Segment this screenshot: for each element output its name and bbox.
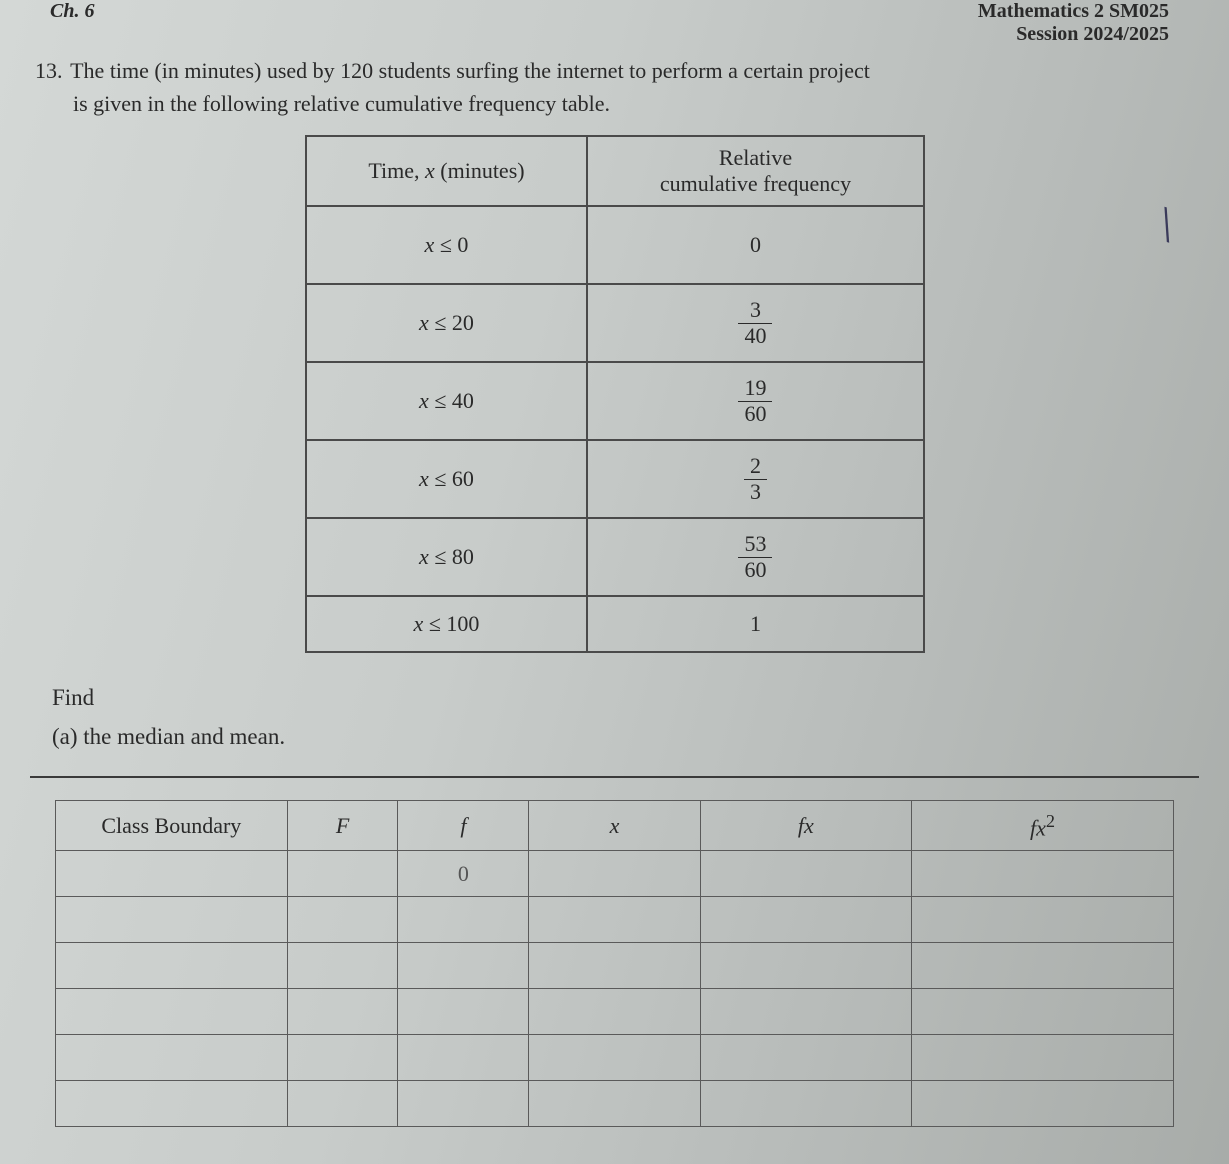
table-row — [56, 1081, 1174, 1127]
header-rel-line2: cumulative frequency — [660, 171, 851, 196]
table-row — [56, 1035, 1174, 1081]
freq-value-cell: 1960 — [587, 362, 923, 440]
find-part-a: (a) the median and mean. — [52, 717, 1199, 756]
course-code: Mathematics 2 SM025 — [978, 0, 1169, 23]
find-label: Find — [52, 678, 1199, 717]
handwritten-zero: 0 — [458, 861, 469, 886]
freq-time-cell: x ≤ 40 — [306, 362, 588, 440]
freq-time-cell: x ≤ 80 — [306, 518, 588, 596]
frequency-table: Time, x (minutes) Relative cumulative fr… — [305, 135, 925, 653]
table-row — [56, 943, 1174, 989]
question-line1: The time (in minutes) used by 120 studen… — [70, 58, 870, 83]
calculation-table: Class Boundary F f x fx fx2 0 — [55, 800, 1174, 1127]
session-label: Session 2024/2025 — [978, 23, 1169, 46]
freq-time-cell: x ≤ 0 — [306, 206, 588, 284]
question-text: 13. The time (in minutes) used by 120 st… — [30, 54, 1199, 120]
calc-header-fx2: fx2 — [912, 801, 1174, 851]
freq-header-relative: Relative cumulative frequency — [587, 136, 923, 206]
calc-header-boundary: Class Boundary — [56, 801, 288, 851]
calc-header-F: F — [287, 801, 398, 851]
freq-time-cell: x ≤ 100 — [306, 596, 588, 652]
freq-value-cell: 0 — [587, 206, 923, 284]
calc-header-fx: fx — [700, 801, 912, 851]
table-row — [56, 989, 1174, 1035]
freq-value-cell: 340 — [587, 284, 923, 362]
chapter-label: Ch. 6 — [30, 0, 94, 46]
calc-header-f: f — [398, 801, 529, 851]
calc-header-x: x — [529, 801, 700, 851]
freq-time-cell: x ≤ 20 — [306, 284, 588, 362]
freq-value-cell: 23 — [587, 440, 923, 518]
question-number: 13. — [35, 54, 65, 87]
header-time-text: Time, x (minutes) — [368, 158, 524, 183]
freq-value-cell: 5360 — [587, 518, 923, 596]
table-row — [56, 897, 1174, 943]
table-row: 0 — [56, 851, 1174, 897]
question-line2: is given in the following relative cumul… — [35, 87, 1199, 120]
freq-value-cell: 1 — [587, 596, 923, 652]
header-rel-line1: Relative — [719, 145, 792, 170]
freq-time-cell: x ≤ 60 — [306, 440, 588, 518]
freq-header-time: Time, x (minutes) — [306, 136, 588, 206]
